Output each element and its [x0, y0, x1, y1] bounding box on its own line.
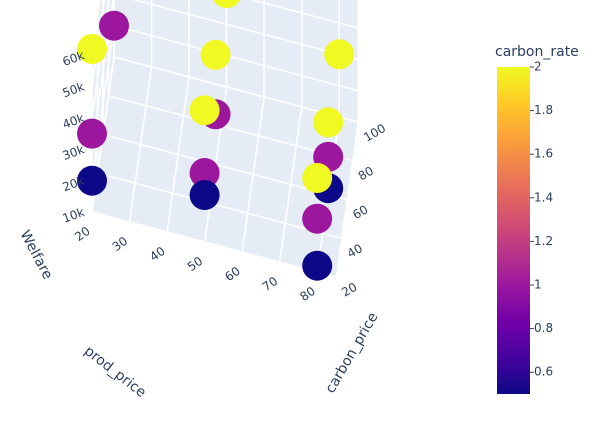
prod-price-tick: 50 — [185, 254, 206, 274]
prod-price-tick: 30 — [110, 234, 131, 254]
grid-welfare-wall2 — [91, 25, 115, 181]
prod-price-axis-title: prod_price — [81, 343, 149, 401]
welfare-tick: 10k — [61, 205, 87, 226]
data-point[interactable] — [77, 34, 107, 64]
grid-welfare-wall1 — [132, 0, 359, 61]
data-point[interactable] — [302, 203, 333, 234]
colorbar-tick-label: 2 — [534, 60, 542, 74]
grid-carbon-floor — [108, 94, 353, 162]
grid-prod-floor — [241, 96, 265, 253]
data-point[interactable] — [324, 39, 355, 70]
welfare-tick: 30k — [61, 142, 87, 163]
data-point[interactable] — [189, 158, 220, 188]
data-point[interactable] — [77, 118, 107, 149]
carbon-price-tick: 20 — [339, 280, 359, 300]
data-point[interactable] — [77, 165, 107, 196]
prod-price-tick: 70 — [260, 274, 281, 294]
data-point[interactable] — [189, 95, 220, 126]
prod-price-tick: 40 — [147, 244, 168, 264]
prod-price-tick: 80 — [297, 284, 318, 304]
data-point[interactable] — [313, 107, 344, 138]
prod-price-tick: 60 — [222, 264, 243, 284]
colorbar-tick-label: 1.4 — [534, 190, 553, 204]
welfare-axis-title: Welfare — [16, 228, 55, 282]
colorbar-tick-label: 0.6 — [534, 365, 553, 379]
grid-welfare-wall1 — [249, 0, 359, 29]
carbon-price-tick: 80 — [356, 164, 376, 184]
colorbar-tick-label: 0.8 — [534, 321, 553, 335]
colorbar-gradient — [497, 67, 530, 394]
colorbar-tick-label: 1.2 — [534, 234, 553, 248]
grid-welfare-wall1 — [113, 56, 359, 123]
colorbar-tick-label: 1.8 — [534, 103, 553, 117]
welfare-tick: 50k — [61, 80, 87, 101]
carbon-price-tick: 100 — [361, 121, 388, 145]
grid-prod-floor — [128, 66, 153, 223]
data-point[interactable] — [302, 163, 333, 193]
data-point[interactable] — [189, 180, 220, 210]
data-point[interactable] — [212, 0, 242, 8]
carbon-price-tick: 60 — [350, 202, 370, 222]
grid-prod-floor — [166, 76, 190, 233]
grid-welfare-wall1 — [113, 24, 359, 92]
grid-welfare-wall2 — [91, 0, 101, 56]
colorbar-tick-label: 1 — [534, 278, 542, 292]
welfare-tick: 60k — [61, 48, 87, 69]
data-point[interactable] — [302, 250, 333, 281]
grid-carbon-floor — [91, 211, 337, 278]
data-point[interactable] — [200, 39, 231, 70]
carbon-price-axis-title: carbon_price — [323, 310, 382, 396]
grid-prod-floor — [278, 106, 303, 263]
data-point[interactable] — [99, 10, 129, 41]
grid-carbon-floor — [97, 172, 342, 240]
prod-price-tick: 20 — [72, 224, 93, 244]
carbon-price-tick: 40 — [345, 241, 365, 261]
grid-carbon-floor — [102, 133, 348, 201]
colorbar-title: carbon_rate — [495, 44, 579, 60]
colorbar: carbon_rate 0.6 0.8 1 1.2 1.4 1.6 1.8 2 — [495, 44, 579, 394]
colorbar-tick-label: 1.6 — [534, 147, 553, 161]
